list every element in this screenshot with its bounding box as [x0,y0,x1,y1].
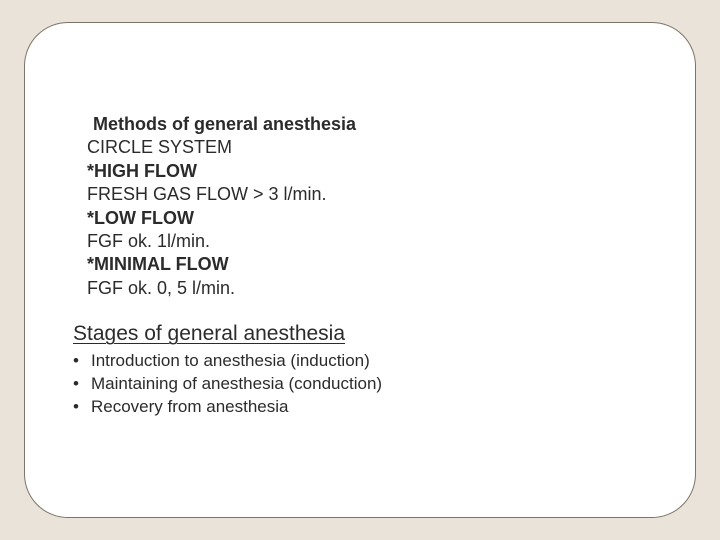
methods-block: Methods of general anesthesia CIRCLE SYS… [87,113,655,300]
list-item: Introduction to anesthesia (induction) [73,350,655,373]
list-item: Recovery from anesthesia [73,396,655,419]
methods-title: Methods of general anesthesia [93,113,655,136]
methods-line: *LOW FLOW [87,207,655,230]
list-item: Maintaining of anesthesia (conduction) [73,373,655,396]
methods-line: *MINIMAL FLOW [87,253,655,276]
stages-list: Introduction to anesthesia (induction) M… [73,350,655,419]
methods-line: FGF ok. 1l/min. [87,230,655,253]
methods-line: *HIGH FLOW [87,160,655,183]
methods-line: FRESH GAS FLOW > 3 l/min. [87,183,655,206]
methods-line: FGF ok. 0, 5 l/min. [87,277,655,300]
slide-card: Methods of general anesthesia CIRCLE SYS… [24,22,696,518]
stages-title: Stages of general anesthesia [73,322,655,346]
methods-line: CIRCLE SYSTEM [87,136,655,159]
